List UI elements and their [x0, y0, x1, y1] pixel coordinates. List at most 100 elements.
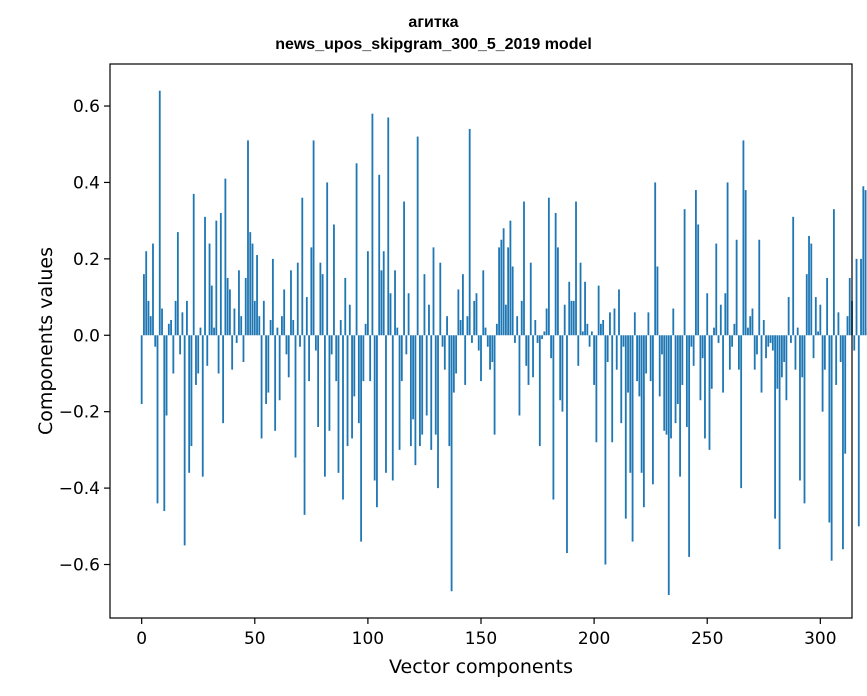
bar-128 [430, 335, 433, 450]
bar-114 [398, 335, 401, 450]
bar-298 [814, 297, 817, 336]
bar-230 [661, 335, 663, 355]
bar-272 [756, 335, 758, 355]
bar-27 [201, 335, 204, 477]
bar-162 [507, 247, 510, 336]
bar-305 [830, 335, 833, 561]
bar-295 [808, 235, 810, 336]
bar-121 [414, 335, 417, 466]
bar-237 [676, 335, 679, 405]
bar-214 [624, 335, 627, 519]
bar-191 [572, 300, 575, 336]
bars-group [140, 90, 867, 596]
bar-11 [165, 335, 168, 416]
bar-171 [527, 335, 530, 385]
bar-208 [611, 335, 614, 443]
bar-257 [722, 335, 724, 393]
bar-175 [536, 335, 539, 343]
chart-subtitle: news_upos_skipgram_300_5_2019 model [275, 36, 592, 53]
bar-197 [586, 323, 589, 336]
bar-120 [412, 335, 415, 420]
bar-26 [199, 327, 202, 336]
bar-198 [588, 335, 591, 347]
bar-13 [170, 319, 172, 336]
bar-92 [348, 304, 351, 336]
bar-291 [799, 335, 801, 481]
bar-41 [233, 308, 236, 336]
bar-317 [857, 335, 860, 527]
y-tick-label: 0.0 [73, 326, 100, 346]
bar-164 [511, 266, 514, 336]
bar-211 [618, 289, 620, 336]
bar-58 [271, 258, 274, 336]
x-tick-label: 200 [578, 629, 610, 649]
bar-241 [685, 335, 688, 427]
bar-169 [523, 201, 525, 336]
bar-89 [342, 335, 344, 500]
bar-310 [842, 335, 844, 550]
bar-103 [373, 335, 376, 481]
bar-205 [604, 335, 607, 565]
bar-45 [242, 335, 245, 363]
x-tick-label: 300 [804, 629, 836, 649]
bar-268 [747, 327, 749, 336]
bar-250 [706, 293, 709, 336]
y-tick-label: 0.2 [73, 250, 100, 270]
bar-84 [330, 335, 333, 355]
bar-235 [672, 308, 675, 336]
bar-280 [774, 335, 776, 519]
bar-259 [726, 182, 729, 336]
bar-126 [425, 335, 428, 416]
bar-229 [658, 335, 661, 397]
bar-311 [844, 335, 847, 454]
bar-38 [226, 277, 229, 336]
bar-273 [758, 239, 761, 336]
bar-201 [595, 335, 598, 443]
bar-3 [147, 300, 150, 336]
bar-12 [167, 323, 170, 336]
bar-25 [197, 335, 200, 374]
bar-302 [823, 335, 826, 370]
bar-10 [163, 335, 166, 512]
bar-112 [394, 270, 396, 336]
bar-21 [188, 335, 191, 473]
bar-60 [276, 327, 279, 336]
bar-195 [581, 331, 584, 336]
bar-145 [468, 128, 471, 336]
bar-269 [749, 316, 752, 336]
bar-188 [566, 335, 568, 554]
bar-127 [428, 304, 430, 336]
bar-283 [780, 335, 783, 378]
bar-91 [346, 335, 349, 447]
bar-47 [247, 140, 249, 336]
bar-181 [550, 335, 553, 359]
bar-165 [514, 335, 516, 343]
bar-187 [563, 304, 566, 336]
bar-261 [731, 335, 734, 347]
bar-78 [317, 335, 320, 427]
bar-85 [333, 224, 335, 336]
bar-42 [235, 335, 238, 343]
x-tick-label: 50 [244, 629, 266, 649]
bar-50 [253, 300, 256, 336]
bar-163 [509, 220, 512, 336]
y-tick-label: −0.6 [59, 556, 100, 576]
bar-244 [692, 335, 695, 366]
bar-43 [238, 270, 240, 336]
bar-307 [835, 335, 838, 385]
bar-199 [590, 331, 593, 336]
bar-133 [441, 335, 444, 347]
bar-222 [642, 335, 645, 508]
bar-296 [810, 243, 813, 336]
bar-239 [681, 335, 684, 385]
bar-313 [848, 277, 851, 336]
bar-118 [407, 293, 410, 336]
bar-173 [532, 335, 534, 378]
bar-94 [353, 335, 356, 397]
bar-23 [192, 193, 195, 336]
bar-52 [258, 316, 261, 336]
bar-170 [525, 335, 528, 366]
bar-172 [529, 262, 532, 336]
